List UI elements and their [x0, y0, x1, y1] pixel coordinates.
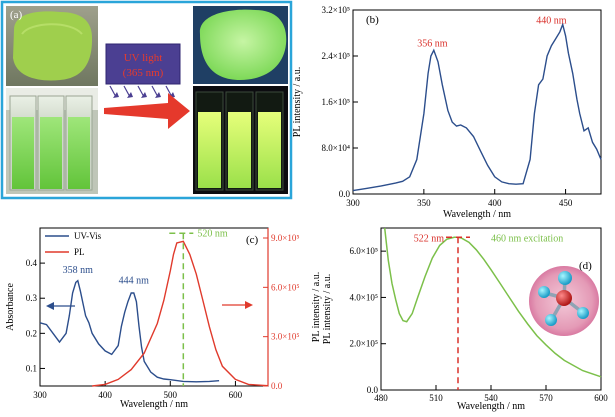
panel-b: (b) 300 350 400 450 0.0 8.0×10⁴ 1.6×10⁵ 2.4×10⁵… [292, 5, 602, 220]
panel-c-label: (c) [246, 234, 259, 246]
chart-c-peak-label-520: 520 nm [197, 228, 228, 239]
chart-c-ytick-label: 0.3 [26, 293, 38, 303]
photo-powder-daylight [6, 6, 98, 86]
chart-d-xtick-label: 480 [374, 393, 388, 403]
legend-pl: PL [74, 247, 85, 257]
chart-c-peak-label-358: 358 nm [63, 265, 94, 276]
chart-c-xtick-label: 300 [33, 390, 47, 400]
chart-b-series-line [352, 22, 602, 192]
chart-b-xtick-label: 450 [559, 198, 573, 208]
transition-arrow [104, 93, 190, 129]
photo-vials-uv [193, 86, 288, 194]
chart-b-xlabel: Wavelength / nm [443, 209, 511, 220]
panel-d-label: (d) [579, 260, 592, 272]
panel-a-label: (a) [10, 9, 23, 21]
chart-c-xlabel: Wavelength / nm [120, 399, 188, 410]
axis-arrow-left [46, 302, 75, 310]
chart-b-ytick-label: 1.6×10⁵ [322, 97, 350, 107]
uv-wavelength-label: (365 nm) [123, 67, 164, 79]
chart-c-y2tick-label: 3.0×10⁵ [271, 332, 299, 342]
chart-b-ytick-label: 8.0×10⁴ [322, 143, 350, 153]
uv-light-callout: UV light (365 nm) [105, 43, 181, 98]
chart-c-y2tick-label: 6.0×10⁵ [271, 282, 299, 292]
panel-d: 480 510 540 570 6000.02.0×10⁵4.0×10⁵6.0×10⁵ … [322, 227, 608, 412]
chart-d-ytick-label: 4.0×10⁵ [350, 292, 378, 302]
chart-c-peak-label-444: 444 nm [119, 276, 150, 287]
chart-d-xtick-label: 570 [539, 393, 553, 403]
panel-c: 300 400 500 600 0.1 0.2 0.3 0.4 0.0 3.0×10⁵ 6.0×10… [5, 227, 322, 410]
panel-b-frame [352, 9, 602, 195]
uv-light-label: UV light [124, 52, 163, 64]
legend-uvvis: UV-Vis [74, 231, 102, 241]
chart-d-excitation-label: 460 nm excitation [491, 233, 563, 244]
chart-b-ytick-label: 3.2×10⁵ [322, 5, 350, 15]
chart-c-legend: UV-Vis PL [45, 231, 102, 257]
chart-d-ylabel: PL intensity / a.u. [322, 274, 333, 344]
chart-c-xtick-label: 500 [164, 390, 178, 400]
photo-vials-daylight [6, 88, 98, 194]
chart-c-series-pl [92, 240, 269, 387]
chart-c-xtick-label: 600 [229, 390, 243, 400]
axis-arrow-right [222, 301, 253, 309]
panel-a: (a) UV light (365 nm) [0, 0, 293, 200]
panel-b-label: (b) [366, 14, 379, 26]
molecule-illustration [529, 266, 599, 336]
chart-d-peak-label-522: 522 nm [414, 233, 445, 244]
chart-b-xtick-label: 300 [346, 198, 360, 208]
chart-d-ytick-label: 6.0×10⁵ [350, 246, 378, 256]
chart-c-xtick-label: 400 [98, 390, 112, 400]
chart-b-peak-label-356: 356 nm [417, 38, 448, 49]
photo-powder-uv [193, 6, 288, 84]
chart-c-ytick-label: 0.1 [26, 363, 37, 373]
chart-c-ytick-label: 0.4 [26, 258, 38, 268]
chart-d-xlabel: Wavelength / nm [457, 401, 525, 412]
chart-b-xtick-label: 350 [417, 198, 431, 208]
panel-a-frame [0, 0, 293, 200]
chart-c-ytick-label: 0.2 [26, 328, 37, 338]
chart-b-ylabel: PL intensity / a.u. [292, 67, 303, 137]
chart-b-ytick-label: 0.0 [339, 189, 351, 199]
chart-d-xtick-label: 600 [594, 393, 608, 403]
chart-c-y2tick-label: 0.0 [271, 381, 283, 391]
chart-d-xtick-label: 510 [429, 393, 443, 403]
chart-b-xtick-label: 400 [488, 198, 502, 208]
chart-d-ytick-label: 2.0×10⁵ [350, 339, 378, 349]
chart-b-ytick-label: 2.4×10⁵ [322, 51, 350, 61]
chart-c-y2label: PL intensity / a.u. [311, 272, 322, 342]
chart-c-ylabel: Absorbance [5, 283, 16, 331]
chart-b-peak-label-440: 440 nm [536, 15, 567, 26]
chart-c-y2tick-label: 9.0×10⁵ [271, 233, 299, 243]
chart-c-series-uvvis [39, 279, 220, 383]
chart-d-xtick-label: 540 [484, 393, 498, 403]
chart-d-ytick-label: 0.0 [367, 385, 379, 395]
